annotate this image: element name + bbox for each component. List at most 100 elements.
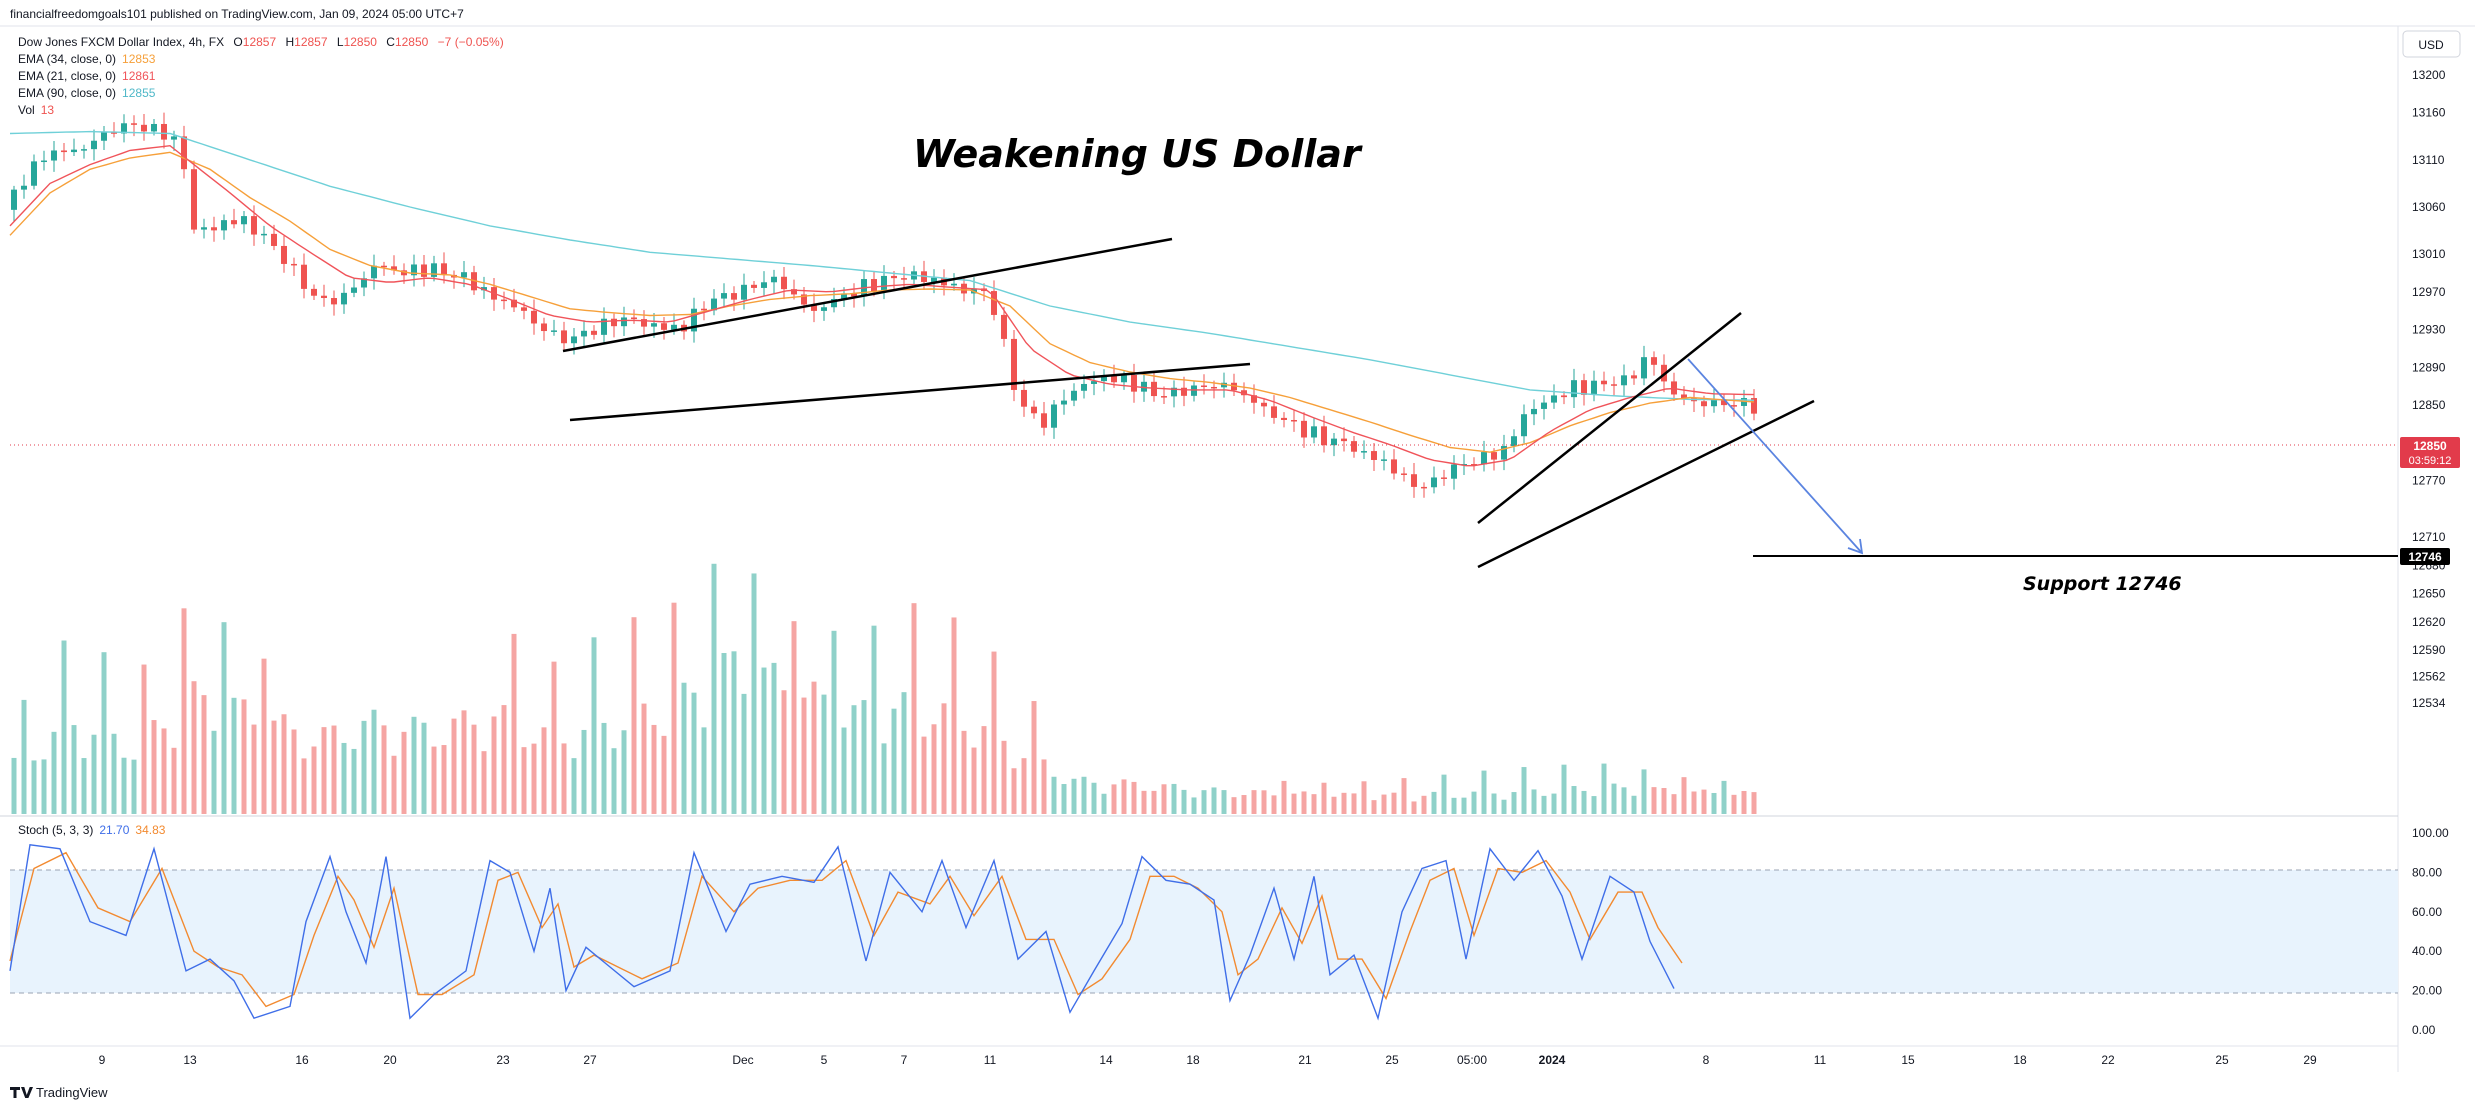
candle-body bbox=[1421, 486, 1427, 489]
candle-body bbox=[1481, 452, 1487, 465]
volume-bar bbox=[1161, 784, 1167, 814]
candle-body bbox=[101, 132, 107, 141]
price-tick-label: 12710 bbox=[2412, 530, 2446, 544]
volume-bar bbox=[1431, 791, 1437, 814]
volume-bar bbox=[1081, 776, 1087, 814]
candle-body bbox=[251, 216, 257, 235]
volume-bar bbox=[1311, 794, 1317, 814]
legend-volume[interactable]: Vol 13 bbox=[18, 103, 54, 117]
volume-bar bbox=[1281, 780, 1287, 814]
volume-bar bbox=[921, 736, 927, 814]
volume-bar bbox=[1321, 782, 1327, 814]
tv-logo-icon bbox=[10, 1087, 33, 1098]
volume-bar bbox=[471, 724, 477, 814]
channel-lower-line-1[interactable] bbox=[569, 362, 1251, 422]
wedge-upper-line[interactable] bbox=[1477, 312, 1742, 524]
volume-bar bbox=[1141, 790, 1147, 814]
volume-bar bbox=[491, 716, 497, 814]
volume-bar bbox=[941, 703, 947, 814]
candle-body bbox=[781, 276, 787, 290]
candle-body bbox=[1411, 474, 1417, 487]
stoch-lines bbox=[9, 844, 1683, 1021]
candle-body bbox=[1121, 375, 1127, 383]
volume-bar bbox=[481, 751, 487, 814]
volume-bar bbox=[1031, 701, 1037, 814]
candle-body bbox=[1211, 386, 1217, 389]
candle-body bbox=[1431, 477, 1437, 488]
volume-bar bbox=[551, 661, 557, 814]
volume-bar bbox=[1581, 790, 1587, 814]
volume-bar bbox=[851, 705, 857, 814]
candle-body bbox=[951, 283, 957, 286]
channel-upper-line-1[interactable] bbox=[562, 237, 1173, 353]
candle-body bbox=[1261, 402, 1267, 407]
legend-ema21[interactable]: EMA (21, close, 0) 12861 bbox=[18, 69, 156, 83]
volume-bar bbox=[1211, 787, 1217, 814]
stoch-tick-label: 60.00 bbox=[2412, 905, 2442, 919]
time-tick-label: 9 bbox=[99, 1053, 106, 1067]
volume-bar bbox=[61, 640, 67, 814]
volume-bar bbox=[1371, 800, 1377, 814]
volume-bar bbox=[371, 709, 377, 814]
candle-body bbox=[991, 291, 997, 315]
volume-bar bbox=[241, 699, 247, 814]
legend-ema90[interactable]: EMA (90, close, 0) 12855 bbox=[18, 86, 156, 100]
volume-bar bbox=[711, 563, 717, 814]
candle-body bbox=[741, 284, 747, 300]
candle-body bbox=[401, 270, 407, 276]
candle-body bbox=[421, 264, 427, 277]
candle-body bbox=[821, 307, 827, 311]
volume-bar bbox=[811, 681, 817, 814]
time-tick-label: Dec bbox=[732, 1053, 753, 1067]
volume-bar bbox=[51, 731, 57, 814]
volume-bar bbox=[41, 759, 47, 814]
candle-body bbox=[11, 189, 17, 210]
candle-body bbox=[651, 323, 657, 327]
candle-body bbox=[1001, 314, 1007, 339]
candle-body bbox=[831, 298, 837, 308]
volume-bar bbox=[191, 681, 197, 814]
tradingview-logo[interactable]: TradingView bbox=[10, 1085, 108, 1100]
candle-body bbox=[1251, 395, 1257, 403]
candle-body bbox=[321, 295, 327, 299]
candle-body bbox=[1611, 384, 1617, 386]
candle-body bbox=[731, 293, 737, 300]
volume-bar bbox=[521, 747, 527, 814]
candle-body bbox=[111, 132, 117, 134]
volume-bar bbox=[391, 755, 397, 814]
candle-body bbox=[551, 330, 557, 332]
currency-button[interactable] bbox=[2402, 30, 2461, 58]
time-tick-label: 20 bbox=[383, 1053, 397, 1067]
vol-label: Vol bbox=[18, 103, 35, 117]
volume-bar bbox=[381, 725, 387, 814]
candle-body bbox=[701, 308, 707, 311]
stoch-k-value: 21.70 bbox=[99, 823, 129, 837]
legend-stoch[interactable]: Stoch (5, 3, 3) 21.70 34.83 bbox=[18, 823, 166, 837]
volume-bar bbox=[721, 653, 727, 814]
volume-bar bbox=[691, 692, 697, 814]
volume-bar bbox=[791, 621, 797, 814]
candle-body bbox=[261, 233, 267, 236]
volume-bar bbox=[911, 603, 917, 814]
price-tick-label: 12590 bbox=[2412, 643, 2446, 657]
volume-bar bbox=[1401, 778, 1407, 814]
volume-bar bbox=[871, 625, 877, 814]
stoch-d-value: 34.83 bbox=[135, 823, 165, 837]
candle-body bbox=[1391, 459, 1397, 474]
candle-body bbox=[771, 276, 777, 283]
wedge-lower-line[interactable] bbox=[1477, 399, 1815, 569]
time-tick-label: 15 bbox=[1901, 1053, 1915, 1067]
candle-body bbox=[1071, 390, 1077, 401]
ohlc-change: −7 (−0.05%) bbox=[438, 35, 504, 49]
ema34-value: 12853 bbox=[122, 52, 156, 66]
volume-bar bbox=[71, 725, 77, 814]
volume-bar bbox=[231, 697, 237, 814]
ema-lines bbox=[9, 130, 1755, 467]
volume-bar bbox=[1471, 791, 1477, 814]
volume-bar bbox=[401, 731, 407, 814]
volume-bar bbox=[1521, 767, 1527, 814]
legend-ema34[interactable]: EMA (34, close, 0) 12853 bbox=[18, 52, 156, 66]
volume-bar bbox=[1651, 787, 1657, 814]
projection-arrow[interactable] bbox=[1687, 358, 1863, 554]
